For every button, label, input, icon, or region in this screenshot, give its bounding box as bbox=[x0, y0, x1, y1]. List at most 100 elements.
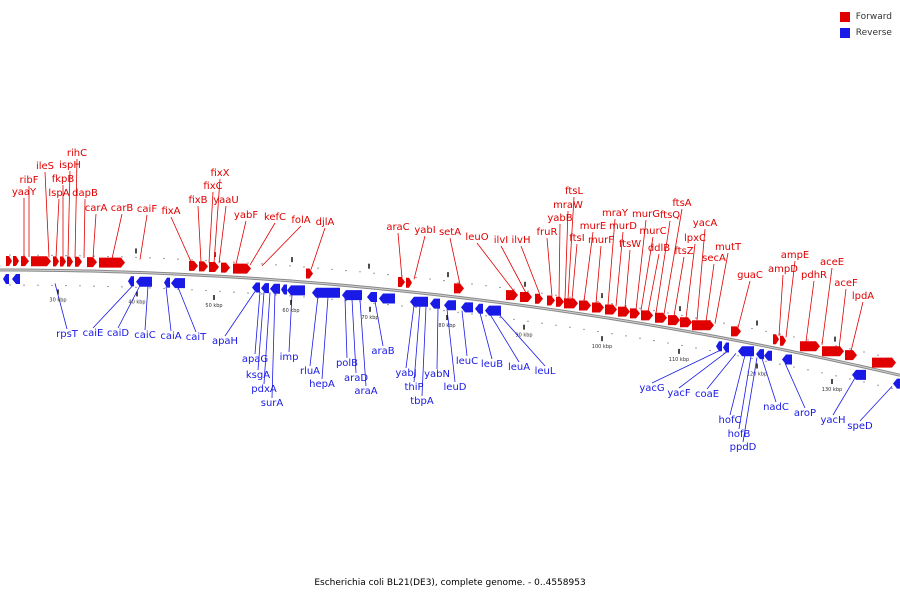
forward-gene-label[interactable]: ilvI bbox=[494, 235, 508, 246]
forward-gene-label[interactable]: ilvH bbox=[512, 235, 531, 246]
reverse-gene-block[interactable] bbox=[261, 283, 269, 294]
forward-gene-block[interactable] bbox=[692, 320, 714, 331]
forward-gene-label[interactable]: aceE bbox=[820, 257, 844, 268]
forward-gene-label[interactable]: djlA bbox=[316, 217, 335, 228]
forward-gene-label[interactable]: yabB bbox=[547, 213, 572, 224]
reverse-gene-block[interactable] bbox=[756, 349, 764, 360]
forward-gene-block[interactable] bbox=[655, 312, 667, 323]
forward-gene-label[interactable]: ispH bbox=[59, 160, 81, 171]
reverse-gene-label[interactable]: pdxA bbox=[251, 384, 277, 395]
forward-gene-label[interactable]: yacA bbox=[693, 218, 718, 229]
forward-gene-block[interactable] bbox=[31, 256, 51, 267]
reverse-gene-block[interactable] bbox=[312, 287, 340, 298]
reverse-gene-label[interactable]: caiC bbox=[134, 330, 155, 341]
forward-gene-label[interactable]: fkpB bbox=[52, 174, 75, 185]
reverse-gene-block[interactable] bbox=[3, 274, 9, 284]
reverse-gene-block[interactable] bbox=[136, 276, 152, 287]
forward-gene-label[interactable]: ftsL bbox=[565, 186, 583, 197]
forward-gene-label[interactable]: yabI bbox=[414, 225, 435, 236]
reverse-gene-block[interactable] bbox=[270, 283, 280, 294]
reverse-gene-block[interactable] bbox=[12, 274, 20, 284]
forward-gene-label[interactable]: yaaU bbox=[213, 195, 239, 206]
forward-gene-label[interactable]: murD bbox=[609, 221, 637, 232]
forward-gene-label[interactable]: lpxC bbox=[684, 233, 706, 244]
reverse-gene-block[interactable] bbox=[852, 369, 866, 380]
reverse-gene-label[interactable]: apaG bbox=[242, 354, 268, 365]
reverse-gene-label[interactable]: yacH bbox=[820, 415, 845, 426]
reverse-gene-label[interactable]: surA bbox=[261, 398, 284, 409]
reverse-gene-label[interactable]: caiE bbox=[83, 328, 104, 339]
reverse-gene-block[interactable] bbox=[342, 290, 362, 301]
reverse-gene-label[interactable]: araA bbox=[354, 386, 377, 397]
forward-gene-block[interactable] bbox=[605, 304, 617, 315]
reverse-gene-block[interactable] bbox=[764, 350, 772, 361]
reverse-gene-label[interactable]: leuA bbox=[508, 362, 530, 373]
reverse-gene-label[interactable]: yacF bbox=[667, 388, 691, 399]
reverse-gene-block[interactable] bbox=[164, 277, 170, 288]
forward-gene-block[interactable] bbox=[845, 350, 857, 361]
reverse-gene-block[interactable] bbox=[485, 305, 501, 316]
forward-gene-block[interactable] bbox=[520, 292, 532, 302]
reverse-gene-label[interactable]: hepA bbox=[309, 379, 335, 390]
forward-gene-block[interactable] bbox=[822, 346, 844, 357]
forward-gene-block[interactable] bbox=[306, 268, 313, 279]
reverse-gene-block[interactable] bbox=[782, 354, 792, 365]
forward-gene-block[interactable] bbox=[189, 260, 198, 271]
reverse-gene-label[interactable]: speD bbox=[847, 421, 873, 432]
forward-gene-block[interactable] bbox=[398, 277, 405, 287]
forward-gene-label[interactable]: yaaY bbox=[12, 187, 37, 198]
forward-gene-label[interactable]: ftsQ bbox=[660, 210, 680, 221]
forward-gene-label[interactable]: dapB bbox=[72, 188, 98, 199]
forward-gene-block[interactable] bbox=[67, 256, 73, 267]
forward-gene-label[interactable]: ftsA bbox=[672, 198, 691, 209]
reverse-gene-block[interactable] bbox=[893, 378, 900, 389]
forward-gene-block[interactable] bbox=[60, 256, 66, 267]
reverse-gene-label[interactable]: thiP bbox=[404, 382, 423, 393]
forward-gene-label[interactable]: mutT bbox=[715, 242, 742, 253]
forward-gene-block[interactable] bbox=[780, 335, 786, 346]
forward-gene-block[interactable] bbox=[209, 262, 219, 272]
reverse-gene-label[interactable]: caiD bbox=[107, 328, 129, 339]
forward-gene-label[interactable]: rihC bbox=[67, 148, 87, 159]
reverse-gene-block[interactable] bbox=[738, 346, 754, 357]
forward-gene-label[interactable]: ftsZ bbox=[674, 246, 693, 257]
forward-gene-label[interactable]: araC bbox=[386, 222, 409, 233]
reverse-gene-label[interactable]: hofB bbox=[728, 429, 751, 440]
forward-gene-label[interactable]: fixB bbox=[188, 195, 207, 206]
forward-gene-block[interactable] bbox=[535, 293, 543, 304]
reverse-gene-label[interactable]: rluA bbox=[300, 366, 320, 377]
forward-gene-label[interactable]: ddlB bbox=[648, 243, 670, 254]
forward-gene-block[interactable] bbox=[564, 298, 578, 309]
forward-gene-block[interactable] bbox=[13, 256, 19, 266]
forward-gene-label[interactable]: kefC bbox=[264, 212, 286, 223]
forward-gene-label[interactable]: ftsW bbox=[619, 239, 641, 250]
reverse-gene-block[interactable] bbox=[461, 302, 473, 313]
forward-gene-label[interactable]: murF bbox=[588, 235, 614, 246]
reverse-gene-label[interactable]: yacG bbox=[639, 383, 664, 394]
forward-gene-block[interactable] bbox=[87, 257, 97, 268]
forward-gene-block[interactable] bbox=[800, 341, 820, 352]
forward-gene-label[interactable]: ampD bbox=[768, 264, 798, 275]
forward-gene-block[interactable] bbox=[592, 302, 604, 313]
forward-gene-block[interactable] bbox=[872, 357, 896, 368]
reverse-gene-label[interactable]: araD bbox=[344, 373, 368, 384]
forward-gene-block[interactable] bbox=[75, 256, 82, 267]
forward-gene-label[interactable]: carA bbox=[85, 203, 108, 214]
reverse-gene-block[interactable] bbox=[379, 293, 395, 304]
reverse-gene-label[interactable]: caiT bbox=[186, 332, 207, 343]
forward-gene-block[interactable] bbox=[506, 290, 518, 301]
reverse-gene-label[interactable]: apaH bbox=[212, 336, 238, 347]
forward-gene-label[interactable]: mraY bbox=[602, 208, 629, 219]
forward-gene-label[interactable]: lspA bbox=[48, 188, 69, 199]
reverse-gene-block[interactable] bbox=[475, 303, 483, 314]
forward-gene-block[interactable] bbox=[680, 317, 692, 328]
forward-gene-label[interactable]: caiF bbox=[137, 204, 157, 215]
forward-gene-label[interactable]: fixA bbox=[161, 206, 180, 217]
forward-gene-label[interactable]: ampE bbox=[781, 250, 810, 261]
forward-gene-block[interactable] bbox=[21, 256, 29, 267]
forward-gene-label[interactable]: aceF bbox=[834, 278, 858, 289]
reverse-gene-block[interactable] bbox=[716, 341, 722, 352]
forward-gene-label[interactable]: mraW bbox=[553, 200, 583, 211]
forward-gene-block[interactable] bbox=[773, 334, 779, 345]
reverse-gene-label[interactable]: coaE bbox=[695, 389, 719, 400]
